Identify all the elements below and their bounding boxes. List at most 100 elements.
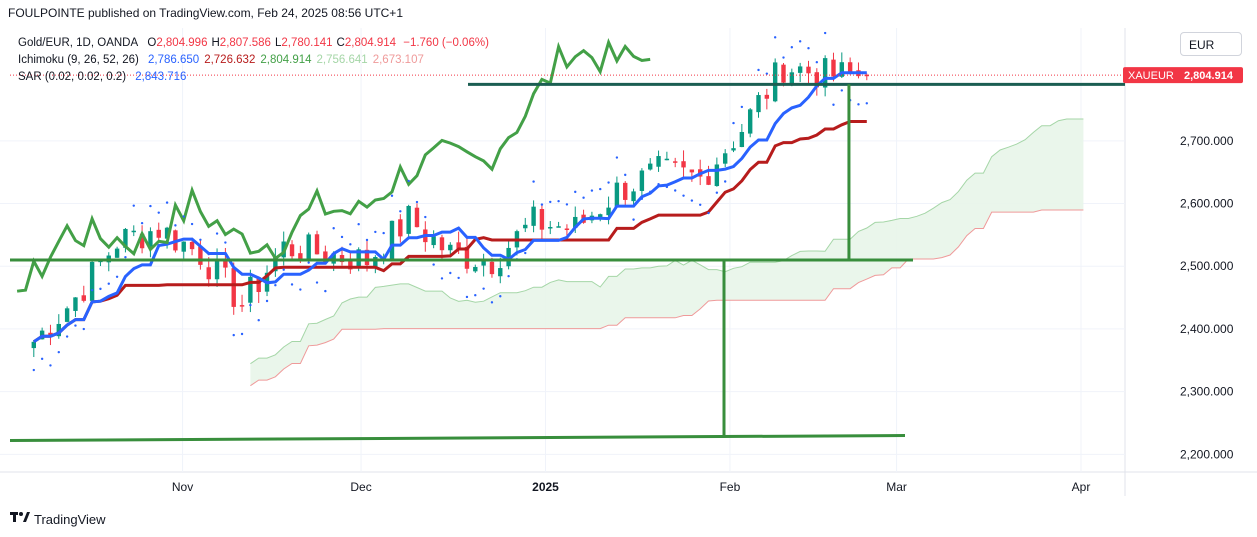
sar-dot <box>140 221 144 225</box>
candle-body <box>822 58 828 88</box>
candle-body <box>214 258 220 280</box>
candle-body <box>398 219 403 237</box>
sar-dot <box>715 191 719 194</box>
candle-body <box>656 156 661 167</box>
sar-dot <box>32 368 35 372</box>
ichimoku-row[interactable]: Ichimoku (9, 26, 52, 26) 2,786.650 2,726.… <box>18 52 493 69</box>
y-tick-label: 2,500.000 <box>1180 259 1234 273</box>
sar-dot <box>174 224 177 227</box>
candle-body <box>323 251 328 263</box>
candle-body <box>356 249 361 268</box>
candle-body <box>689 169 695 173</box>
sar-dot <box>165 201 169 204</box>
ohlc-key-l: L <box>274 37 282 49</box>
candle-body <box>389 220 395 260</box>
candle-body <box>123 228 128 248</box>
sar-dot <box>665 185 669 189</box>
sar-dot <box>182 215 185 218</box>
candle-body <box>722 153 728 164</box>
ichimoku-cloud <box>250 119 1084 386</box>
sar-dot <box>865 102 868 105</box>
candle-body <box>289 244 295 257</box>
candle-body <box>623 182 628 200</box>
tradingview-footer[interactable]: TradingView <box>10 512 106 527</box>
sar-dot <box>357 223 360 226</box>
candle-body <box>131 230 136 233</box>
price-label-value: 2,804.914 <box>1184 70 1234 82</box>
x-tick-label: 2025 <box>532 480 559 494</box>
publisher-line: FOULPOINTE published on TradingView.com,… <box>8 6 403 20</box>
candle-body <box>523 224 528 229</box>
sar-dot <box>274 283 277 287</box>
candle-body <box>673 161 678 163</box>
candle-body <box>681 161 686 168</box>
x-tick-label: Nov <box>172 480 193 494</box>
sar-dot <box>757 68 760 72</box>
sar-dot <box>399 210 402 213</box>
sar-dot <box>207 252 210 256</box>
sar-dot <box>240 332 244 336</box>
ohlc-values: O2,804.996 H2,807.586 L2,780.141 C2,804.914 <box>147 37 400 49</box>
sar-row[interactable]: SAR (0.02, 0.02, 0.2) 2,843.716 <box>18 69 493 86</box>
sar-dot <box>190 222 194 226</box>
sar-dot <box>374 230 377 234</box>
candle-body <box>814 72 820 88</box>
candle-body <box>648 163 653 170</box>
sar-dot <box>265 299 269 303</box>
sar-dot <box>49 364 52 367</box>
sar-dot <box>215 232 219 235</box>
ichimoku-value: 2,726.632 <box>204 54 256 66</box>
sar-dot <box>315 281 319 284</box>
sar-dot <box>124 255 127 259</box>
candle-body <box>148 231 153 247</box>
sar-dot <box>574 190 577 194</box>
candle-body <box>231 268 236 307</box>
candle-body <box>431 236 436 246</box>
y-tick-label: 2,600.000 <box>1180 197 1234 211</box>
currency-button[interactable]: EUR <box>1180 32 1242 56</box>
candle-body <box>248 276 253 303</box>
y-tick-label: 2,300.000 <box>1180 385 1234 399</box>
sar-dot <box>157 211 160 214</box>
sar-dot <box>257 319 260 322</box>
x-tick-label: Apr <box>1072 480 1091 494</box>
ichimoku-value: 2,756.641 <box>316 54 368 66</box>
candle-body <box>223 258 228 268</box>
sar-dot <box>132 204 135 207</box>
sar-dot <box>590 189 594 192</box>
sar-dot <box>723 180 727 183</box>
symbol-row[interactable]: Gold/EUR, 1D, OANDA O2,804.996 H2,807.586… <box>18 35 493 52</box>
sar-dot <box>765 72 769 75</box>
sar-dot <box>382 231 385 235</box>
ichimoku-value: 2,673.107 <box>372 54 424 66</box>
sar-dot <box>474 293 477 297</box>
sar-dot <box>74 324 77 327</box>
sar-dot <box>307 261 310 264</box>
target-line <box>9 434 906 443</box>
price-label-symbol: XAUEUR <box>1128 70 1174 82</box>
x-tick-label: Mar <box>886 480 907 494</box>
senkou-span-a-line <box>250 118 1084 365</box>
symbol-title: Gold/EUR, 1D, OANDA <box>18 37 139 49</box>
ohlc-value-l: 2,780.141 <box>281 37 333 49</box>
sar-dot <box>699 203 702 207</box>
ichimoku-value: 2,786.650 <box>148 54 200 66</box>
sar-dot <box>65 335 69 338</box>
sar-dot <box>773 36 777 39</box>
sar-dot <box>440 277 444 280</box>
senkou-span-b-line <box>250 209 1084 387</box>
ohlc-key-c: C <box>336 37 345 49</box>
sar-dot <box>807 47 810 50</box>
sar-dot <box>199 238 202 241</box>
candle-body <box>439 237 445 251</box>
sar-value: 2,843.716 <box>135 71 187 83</box>
sar-dot <box>290 283 294 286</box>
sar-dot <box>107 282 110 285</box>
y-tick-label: 2,400.000 <box>1180 322 1234 336</box>
x-tick-label: Feb <box>720 480 741 494</box>
change-value: −1.760 (−0.06%) <box>403 37 489 49</box>
candle-body <box>556 226 561 228</box>
sar-dot <box>657 183 660 186</box>
candle-body <box>731 148 736 151</box>
